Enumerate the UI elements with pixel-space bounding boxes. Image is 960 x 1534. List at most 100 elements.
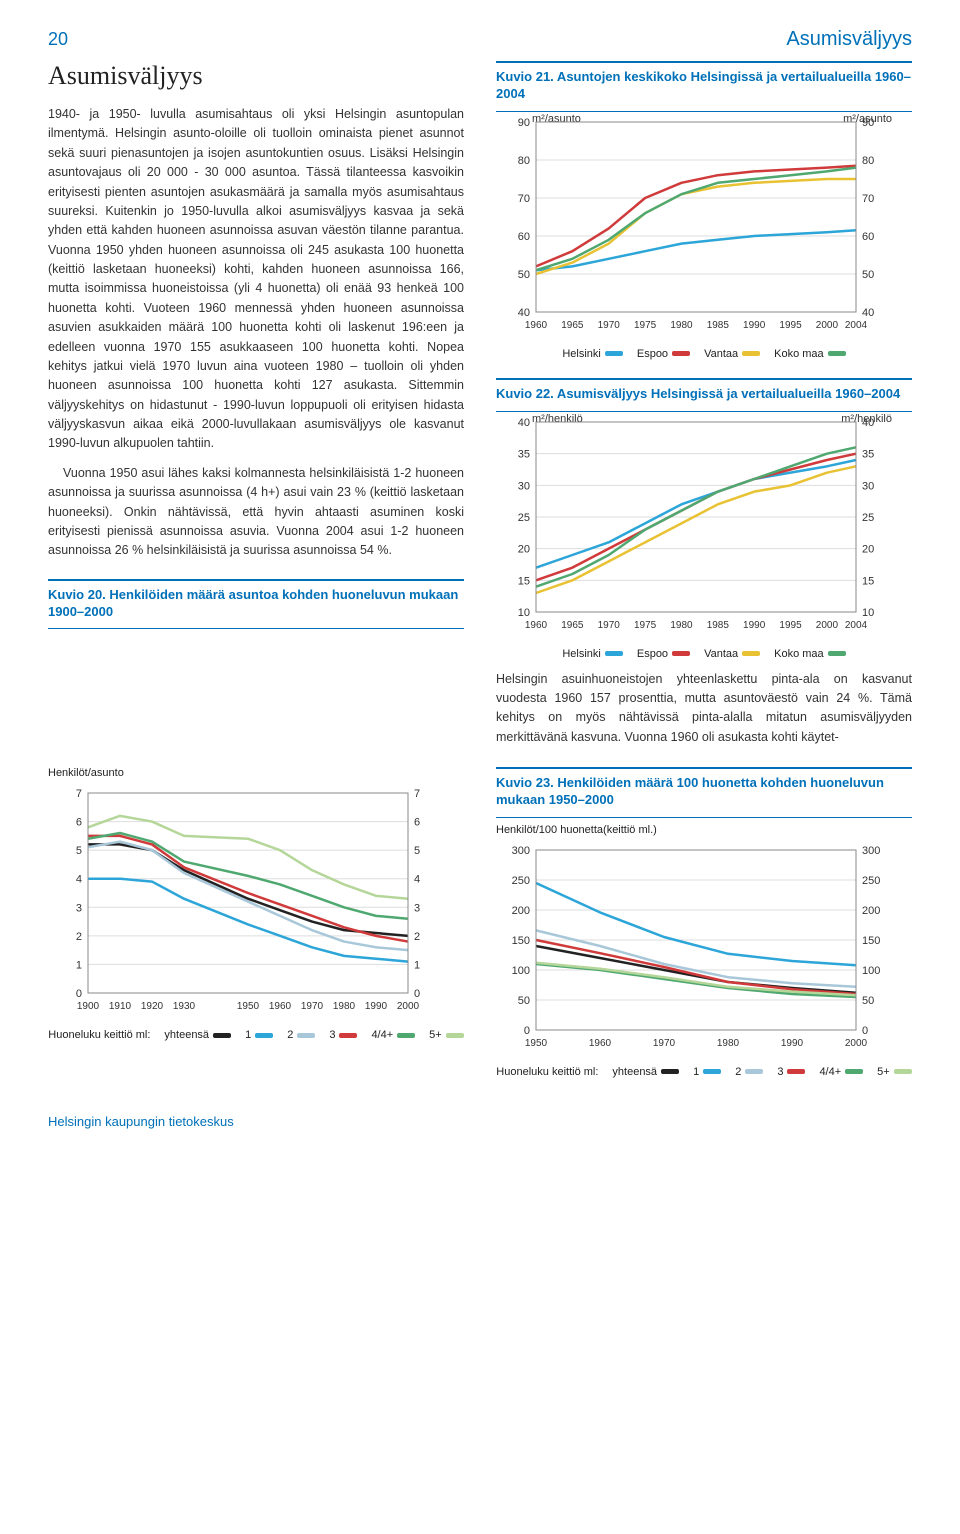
svg-text:150: 150 <box>512 935 530 947</box>
svg-text:1960: 1960 <box>525 620 548 631</box>
body-text-right: Helsingin asuinhuoneistojen yhteenlasket… <box>496 670 912 748</box>
svg-text:200: 200 <box>862 905 880 917</box>
legend-swatch <box>213 1033 231 1038</box>
legend-label: Espoo <box>637 648 668 660</box>
page-header: Asumisväljyys <box>786 28 912 51</box>
svg-text:1930: 1930 <box>173 1001 196 1012</box>
svg-text:250: 250 <box>512 875 530 887</box>
legend-label: Espoo <box>637 348 668 360</box>
main-columns: Asumisväljyys 1940- ja 1950- luvulla asu… <box>48 61 912 757</box>
chart23-svg: 0050501001001501502002002502503003001950… <box>496 840 896 1060</box>
section-title: Asumisväljyys <box>48 61 464 91</box>
lower-left: Henkilöt/asunto 001122334455667719001910… <box>48 767 464 1088</box>
svg-text:3: 3 <box>414 902 420 914</box>
chart21-svg: 4040505060607070808090901960196519701975… <box>496 112 896 342</box>
svg-text:1: 1 <box>414 960 420 972</box>
svg-text:1990: 1990 <box>743 320 766 331</box>
svg-text:300: 300 <box>862 845 880 857</box>
legend-swatch <box>605 351 623 356</box>
svg-text:2004: 2004 <box>845 320 868 331</box>
legend-swatch <box>703 1069 721 1074</box>
chart21-title: Kuvio 21. Asuntojen keskikoko Helsingiss… <box>496 61 912 103</box>
chart-title-divider <box>48 628 464 629</box>
svg-text:40: 40 <box>518 307 530 319</box>
svg-text:1900: 1900 <box>77 1001 100 1012</box>
svg-text:2004: 2004 <box>845 620 868 631</box>
svg-text:4: 4 <box>76 874 82 886</box>
svg-text:10: 10 <box>518 607 530 619</box>
legend-swatch <box>297 1033 315 1038</box>
svg-text:1970: 1970 <box>598 320 621 331</box>
svg-text:2: 2 <box>414 931 420 943</box>
svg-text:7: 7 <box>76 788 82 800</box>
chart23-legend: Huoneluku keittiö ml:yhteensä1234/4+5+ <box>496 1066 912 1078</box>
svg-text:1970: 1970 <box>301 1001 324 1012</box>
legend-item: Helsinki <box>562 348 623 360</box>
legend-item: Vantaa <box>704 648 760 660</box>
svg-text:50: 50 <box>518 995 530 1007</box>
chart20-title: Kuvio 20. Henkilöiden määrä asuntoa kohd… <box>48 579 464 621</box>
svg-text:1960: 1960 <box>525 320 548 331</box>
legend-label: 5+ <box>429 1029 442 1041</box>
svg-text:1990: 1990 <box>743 620 766 631</box>
svg-text:1910: 1910 <box>109 1001 132 1012</box>
legend-swatch <box>787 1069 805 1074</box>
legend-label: Helsinki <box>562 648 601 660</box>
chart20: 0011223344556677190019101920193019501960… <box>48 783 464 1041</box>
svg-text:1985: 1985 <box>707 620 730 631</box>
chart20-legend: Huoneluku keittiö ml:yhteensä1234/4+5+ <box>48 1029 464 1041</box>
svg-text:15: 15 <box>862 575 874 587</box>
right-column: Kuvio 21. Asuntojen keskikoko Helsingiss… <box>496 61 912 757</box>
chart23-ylabel: Henkilöt/100 huonetta(keittiö ml.) <box>496 824 912 836</box>
legend-swatch <box>339 1033 357 1038</box>
svg-text:1960: 1960 <box>269 1001 292 1012</box>
svg-text:50: 50 <box>518 269 530 281</box>
chart23: 0050501001001501502002002502503003001950… <box>496 840 912 1078</box>
legend-swatch <box>672 651 690 656</box>
svg-text:1965: 1965 <box>561 620 584 631</box>
legend-item: Espoo <box>637 648 690 660</box>
svg-text:1980: 1980 <box>670 620 693 631</box>
legend-item: 1 <box>245 1029 273 1041</box>
legend-item: 2 <box>287 1029 315 1041</box>
svg-text:90: 90 <box>518 117 530 129</box>
svg-text:100: 100 <box>862 965 880 977</box>
svg-text:5: 5 <box>414 845 420 857</box>
legend-label: 1 <box>693 1066 699 1078</box>
svg-text:1950: 1950 <box>237 1001 260 1012</box>
legend-item: yhteensä <box>612 1066 679 1078</box>
svg-text:1950: 1950 <box>525 1038 548 1049</box>
svg-text:1990: 1990 <box>781 1038 804 1049</box>
chart22-svg: 1010151520202525303035354040196019651970… <box>496 412 896 642</box>
svg-text:2000: 2000 <box>816 320 839 331</box>
svg-text:1965: 1965 <box>561 320 584 331</box>
svg-text:5: 5 <box>76 845 82 857</box>
svg-text:100: 100 <box>512 965 530 977</box>
svg-text:15: 15 <box>518 575 530 587</box>
chart22: 1010151520202525303035354040196019651970… <box>496 412 912 660</box>
svg-text:60: 60 <box>518 231 530 243</box>
legend-label: 2 <box>735 1066 741 1078</box>
svg-text:40: 40 <box>518 417 530 429</box>
svg-text:150: 150 <box>862 935 880 947</box>
svg-text:50: 50 <box>862 995 874 1007</box>
svg-text:40: 40 <box>862 307 874 319</box>
svg-text:2: 2 <box>76 931 82 943</box>
svg-text:60: 60 <box>862 231 874 243</box>
chart20-ylabel: Henkilöt/asunto <box>48 767 464 779</box>
svg-text:m²/asunto: m²/asunto <box>532 113 581 125</box>
svg-text:3: 3 <box>76 902 82 914</box>
svg-text:25: 25 <box>862 512 874 524</box>
svg-text:30: 30 <box>862 480 874 492</box>
lower-right: Kuvio 23. Henkilöiden määrä 100 huonetta… <box>496 767 912 1088</box>
svg-text:70: 70 <box>518 193 530 205</box>
legend-label: yhteensä <box>612 1066 657 1078</box>
chart23-title: Kuvio 23. Henkilöiden määrä 100 huonetta… <box>496 767 912 809</box>
page: 20 Asumisväljyys Asumisväljyys 1940- ja … <box>0 0 960 1169</box>
svg-text:25: 25 <box>518 512 530 524</box>
svg-text:1990: 1990 <box>365 1001 388 1012</box>
svg-text:1970: 1970 <box>653 1038 676 1049</box>
legend-label: Koko maa <box>774 348 824 360</box>
legend-label: yhteensä <box>164 1029 209 1041</box>
svg-text:250: 250 <box>862 875 880 887</box>
